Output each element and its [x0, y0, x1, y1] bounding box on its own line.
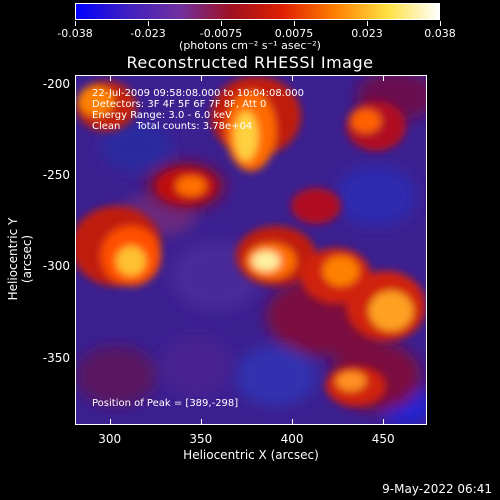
colorbar-tick-label: 0.023: [351, 27, 383, 40]
timestamp: 9-May-2022 06:41: [382, 482, 492, 496]
y-tick-label: -350: [42, 350, 70, 365]
info-line-energy: Energy Range: 3.0 - 6.0 keV: [92, 110, 232, 121]
image-title: Reconstructed RHESSI Image: [126, 53, 374, 72]
info-line-counts: Clean Total counts: 3.78e+04: [92, 121, 253, 132]
y-axis-label: Heliocentric Y (arcsec): [6, 217, 34, 301]
colorbar-tick: [367, 21, 368, 26]
colorbar-tick: [440, 21, 441, 26]
info-line-detectors: Detectors: 3F 4F 5F 6F 7F 8F, Att 0: [92, 99, 267, 110]
x-tick-label: 450: [371, 432, 395, 446]
y-tick-label: -300: [42, 259, 70, 274]
colorbar-tick: [221, 21, 222, 26]
colorbar-tick-label: -0.038: [57, 27, 93, 40]
colorbar-tick-label: 0.0075: [274, 27, 314, 40]
colorbar-tick-label: -0.0075: [199, 27, 243, 40]
x-tick-mark: [383, 75, 385, 81]
x-tick-mark: [200, 75, 202, 81]
colorbar-tick: [75, 21, 76, 26]
x-tick-mark: [200, 419, 202, 425]
colorbar-tick-label: -0.023: [130, 27, 166, 40]
x-tick-label: 350: [189, 432, 213, 446]
peak-position: Position of Peak = [389,-298]: [92, 398, 239, 409]
colorbar: [75, 3, 440, 20]
x-tick-label: 400: [280, 432, 304, 446]
colorbar-tick-label: 0.038: [424, 27, 456, 40]
y-tick-label: -200: [42, 77, 70, 92]
x-tick-mark: [292, 419, 294, 425]
x-tick-mark: [292, 75, 294, 81]
image-blobs: [76, 76, 426, 424]
info-line-time: 22-Jul-2009 09:58:08.000 to 10:04:08.000: [92, 88, 304, 99]
colorbar-tick: [148, 21, 149, 26]
x-tick-mark: [383, 419, 385, 425]
colorbar-units: (photons cm⁻² s⁻¹ asec⁻²): [179, 39, 321, 52]
x-axis-label: Heliocentric X (arcsec): [183, 448, 319, 462]
x-tick-mark: [109, 75, 111, 81]
y-tick-label: -250: [42, 168, 70, 183]
rhessi-image: 22-Jul-2009 09:58:08.000 to 10:04:08.000…: [75, 75, 427, 425]
colorbar-tick: [294, 21, 295, 26]
x-tick-label: 300: [98, 432, 122, 446]
x-tick-mark: [109, 419, 111, 425]
